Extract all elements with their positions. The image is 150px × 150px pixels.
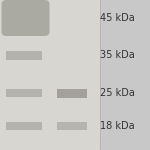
- Bar: [57, 122, 87, 130]
- FancyBboxPatch shape: [0, 0, 100, 150]
- Text: 18 kDa: 18 kDa: [100, 121, 135, 131]
- Text: 35 kDa: 35 kDa: [100, 51, 135, 60]
- Text: 25 kDa: 25 kDa: [100, 88, 135, 98]
- Bar: [6, 51, 42, 60]
- Bar: [6, 122, 42, 130]
- Bar: [6, 89, 42, 97]
- Text: 45 kDa: 45 kDa: [100, 13, 135, 23]
- Bar: [57, 88, 87, 98]
- FancyBboxPatch shape: [2, 0, 50, 36]
